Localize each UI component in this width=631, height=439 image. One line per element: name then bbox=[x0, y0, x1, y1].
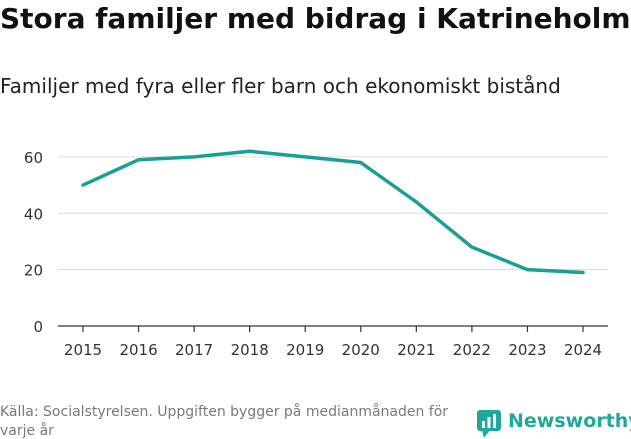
chart-subtitle: Familjer med fyra eller fler barn och ek… bbox=[0, 74, 561, 98]
data-point bbox=[82, 184, 85, 187]
chart-title: Stora familjer med bidrag i Katrineholm bbox=[0, 2, 631, 35]
x-tick-label: 2016 bbox=[119, 341, 157, 359]
data-point bbox=[526, 268, 529, 271]
y-tick-label: 60 bbox=[24, 149, 43, 167]
x-tick-label: 2018 bbox=[231, 341, 269, 359]
line-chart: 0 20 40 60 2015 2016 2017 2018 2019 2020 2021 2022… bbox=[24, 149, 608, 359]
y-tick-label: 20 bbox=[24, 262, 43, 280]
x-tick-label: 2019 bbox=[286, 341, 324, 359]
x-tick-label: 2022 bbox=[453, 341, 491, 359]
series-line bbox=[81, 149, 585, 275]
x-tick-label: 2017 bbox=[175, 341, 213, 359]
y-axis-ticks: 0 20 40 60 bbox=[24, 149, 43, 336]
x-tick-label: 2020 bbox=[342, 341, 380, 359]
source-note: Källa: Socialstyrelsen. Uppgiften bygger… bbox=[0, 404, 449, 439]
y-tick-label: 0 bbox=[33, 318, 43, 336]
y-tick-label: 40 bbox=[24, 205, 43, 223]
data-point bbox=[359, 161, 362, 164]
data-point bbox=[248, 150, 251, 153]
data-point bbox=[304, 155, 307, 158]
x-axis: 2015 2016 2017 2018 2019 2020 2021 2022 2023 2024 bbox=[58, 325, 608, 359]
series-layer bbox=[81, 149, 585, 275]
data-point bbox=[470, 246, 473, 249]
gridlines bbox=[58, 156, 608, 271]
newsworthy-logo-icon bbox=[477, 410, 501, 438]
newsworthy-logo: Newsworthy bbox=[476, 409, 631, 439]
data-point bbox=[415, 201, 418, 204]
data-point bbox=[137, 158, 140, 161]
x-tick-label: 2021 bbox=[397, 341, 435, 359]
data-point bbox=[193, 155, 196, 158]
x-tick-label: 2024 bbox=[564, 341, 602, 359]
x-tick-label: 2023 bbox=[508, 341, 546, 359]
newsworthy-brand: Newsworthy bbox=[508, 410, 631, 432]
x-tick-label: 2015 bbox=[64, 341, 102, 359]
data-point bbox=[582, 271, 585, 274]
